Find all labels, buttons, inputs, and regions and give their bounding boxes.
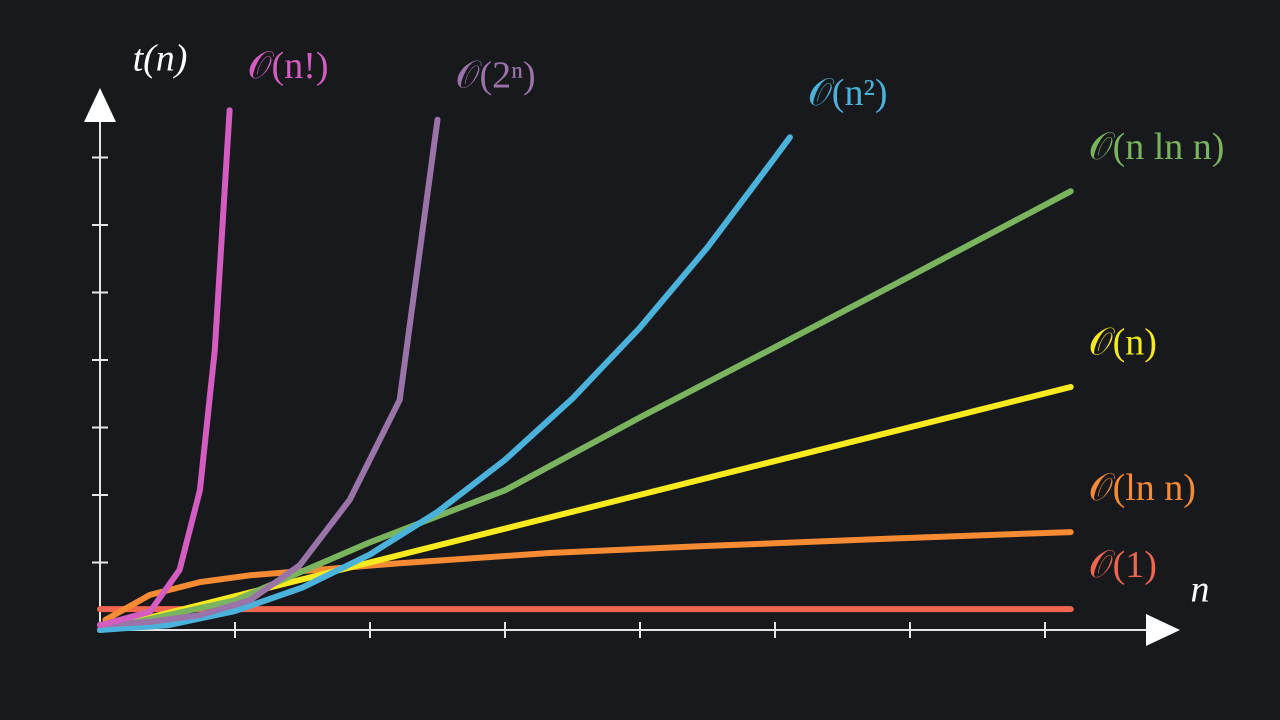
series-line <box>97 134 793 633</box>
series-label: 𝒪(n!) <box>248 45 329 87</box>
series-line <box>97 107 233 629</box>
y-axis-label: t(n) <box>133 38 188 80</box>
series-label: 𝒪(n²) <box>808 72 888 114</box>
x-axis-arrow <box>1146 614 1180 646</box>
series-line <box>97 188 1074 633</box>
series-label: 𝒪(n ln n) <box>1089 126 1225 168</box>
y-axis-arrow <box>84 88 116 122</box>
series-label: 𝒪(n) <box>1089 322 1157 364</box>
series-label: 𝒪(1) <box>1089 544 1157 586</box>
x-axis-label: n <box>1191 569 1210 611</box>
series-label: 𝒪(ln n) <box>1089 467 1196 509</box>
series-line <box>97 116 441 628</box>
series-label: 𝒪(2ⁿ) <box>456 54 536 96</box>
